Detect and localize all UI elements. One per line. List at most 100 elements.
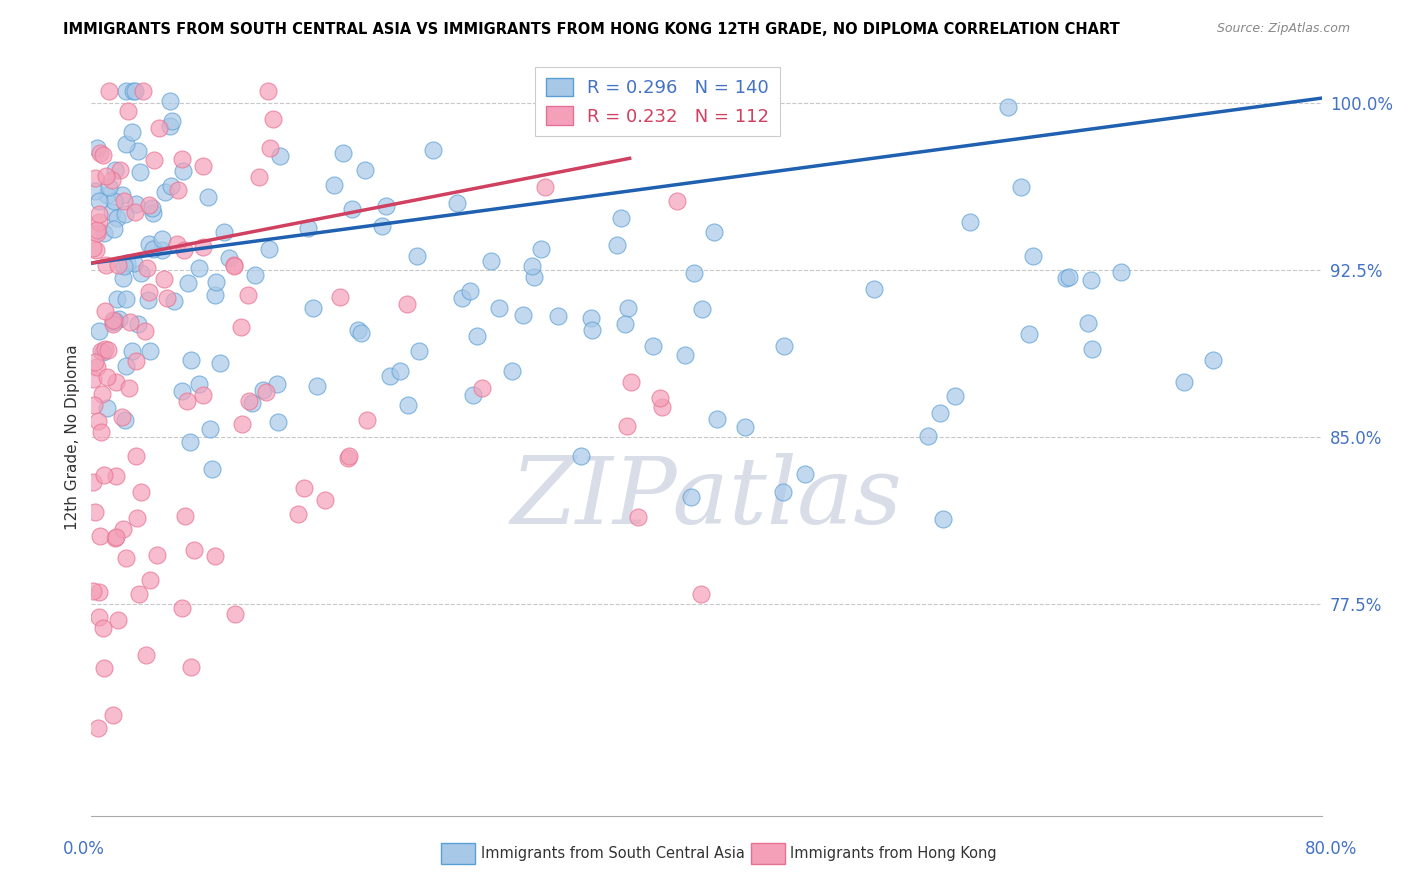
Point (96, 169, 118, 184)
Point (134, 324, 156, 338)
Point (82, 372, 104, 386)
Point (238, 288, 260, 302)
Point (114, 359, 136, 374)
Point (114, 550, 136, 565)
Point (450, 291, 472, 305)
Point (104, 376, 127, 390)
Text: IMMIGRANTS FROM SOUTH CENTRAL ASIA VS IMMIGRANTS FROM HONG KONG 12TH GRADE, NO D: IMMIGRANTS FROM SOUTH CENTRAL ASIA VS IM… (63, 22, 1121, 37)
Point (323, 178, 346, 192)
Point (83, 398, 105, 412)
Point (408, 344, 430, 359)
Point (121, 343, 143, 358)
Point (204, 287, 226, 301)
Point (166, 182, 188, 196)
Point (617, 301, 640, 316)
Point (108, 163, 131, 178)
Point (252, 383, 274, 397)
Point (180, 660, 202, 674)
Point (114, 136, 136, 151)
Point (93, 227, 115, 241)
Point (142, 242, 165, 256)
Point (103, 221, 125, 235)
Point (648, 391, 671, 405)
Point (98, 85, 121, 99)
Point (103, 313, 125, 327)
Point (183, 543, 205, 558)
Point (314, 492, 336, 507)
Point (138, 285, 160, 300)
Point (683, 266, 706, 280)
Point (107, 258, 129, 272)
Point (128, 587, 150, 601)
Point (89, 215, 111, 229)
Point (108, 312, 131, 326)
Point (188, 377, 211, 392)
Point (706, 411, 728, 425)
Point (104, 532, 127, 546)
Point (117, 104, 139, 119)
Point (90, 425, 112, 440)
Text: 0.0%: 0.0% (63, 840, 105, 858)
Point (138, 236, 160, 251)
Point (997, 100, 1019, 114)
Point (943, 389, 966, 403)
Point (153, 272, 176, 286)
Point (156, 291, 179, 305)
Point (83, 170, 105, 185)
Point (1022, 249, 1045, 263)
Point (124, 85, 146, 99)
Point (96, 370, 118, 384)
Point (257, 242, 280, 256)
Point (651, 400, 673, 414)
Point (254, 384, 277, 399)
Point (1077, 317, 1099, 331)
Point (471, 381, 494, 395)
Point (96, 188, 118, 202)
Point (121, 125, 143, 139)
Point (101, 315, 124, 329)
Point (170, 384, 193, 399)
Point (138, 198, 160, 212)
Point (581, 311, 603, 326)
Point (613, 317, 636, 331)
Point (512, 308, 534, 322)
Point (98, 179, 121, 194)
Point (247, 169, 270, 184)
Point (91, 147, 114, 161)
Point (86, 722, 108, 736)
Point (101, 173, 124, 187)
Point (530, 242, 553, 256)
Point (1109, 265, 1132, 279)
Point (87, 610, 110, 624)
Point (388, 364, 411, 378)
Point (332, 145, 354, 160)
Point (340, 202, 363, 217)
Point (523, 270, 546, 285)
Point (337, 450, 360, 465)
Point (122, 85, 145, 99)
Point (1054, 271, 1077, 285)
Point (176, 394, 198, 409)
Point (356, 413, 378, 427)
Point (302, 301, 325, 315)
Point (152, 243, 174, 257)
Point (1173, 375, 1195, 389)
Point (380, 369, 402, 384)
Point (115, 256, 138, 270)
Point (488, 301, 510, 315)
Text: ZIPatlas: ZIPatlas (510, 453, 903, 542)
Point (82, 241, 104, 255)
Point (243, 268, 266, 282)
Point (136, 293, 159, 307)
Point (82, 475, 104, 489)
Point (107, 614, 129, 628)
Point (115, 293, 138, 307)
Text: Immigrants from South Central Asia: Immigrants from South Central Asia (481, 847, 745, 861)
Point (773, 339, 796, 353)
Point (569, 449, 592, 463)
Point (214, 225, 236, 239)
Point (105, 293, 128, 307)
Point (1059, 269, 1081, 284)
Point (148, 121, 170, 136)
Point (114, 207, 136, 221)
